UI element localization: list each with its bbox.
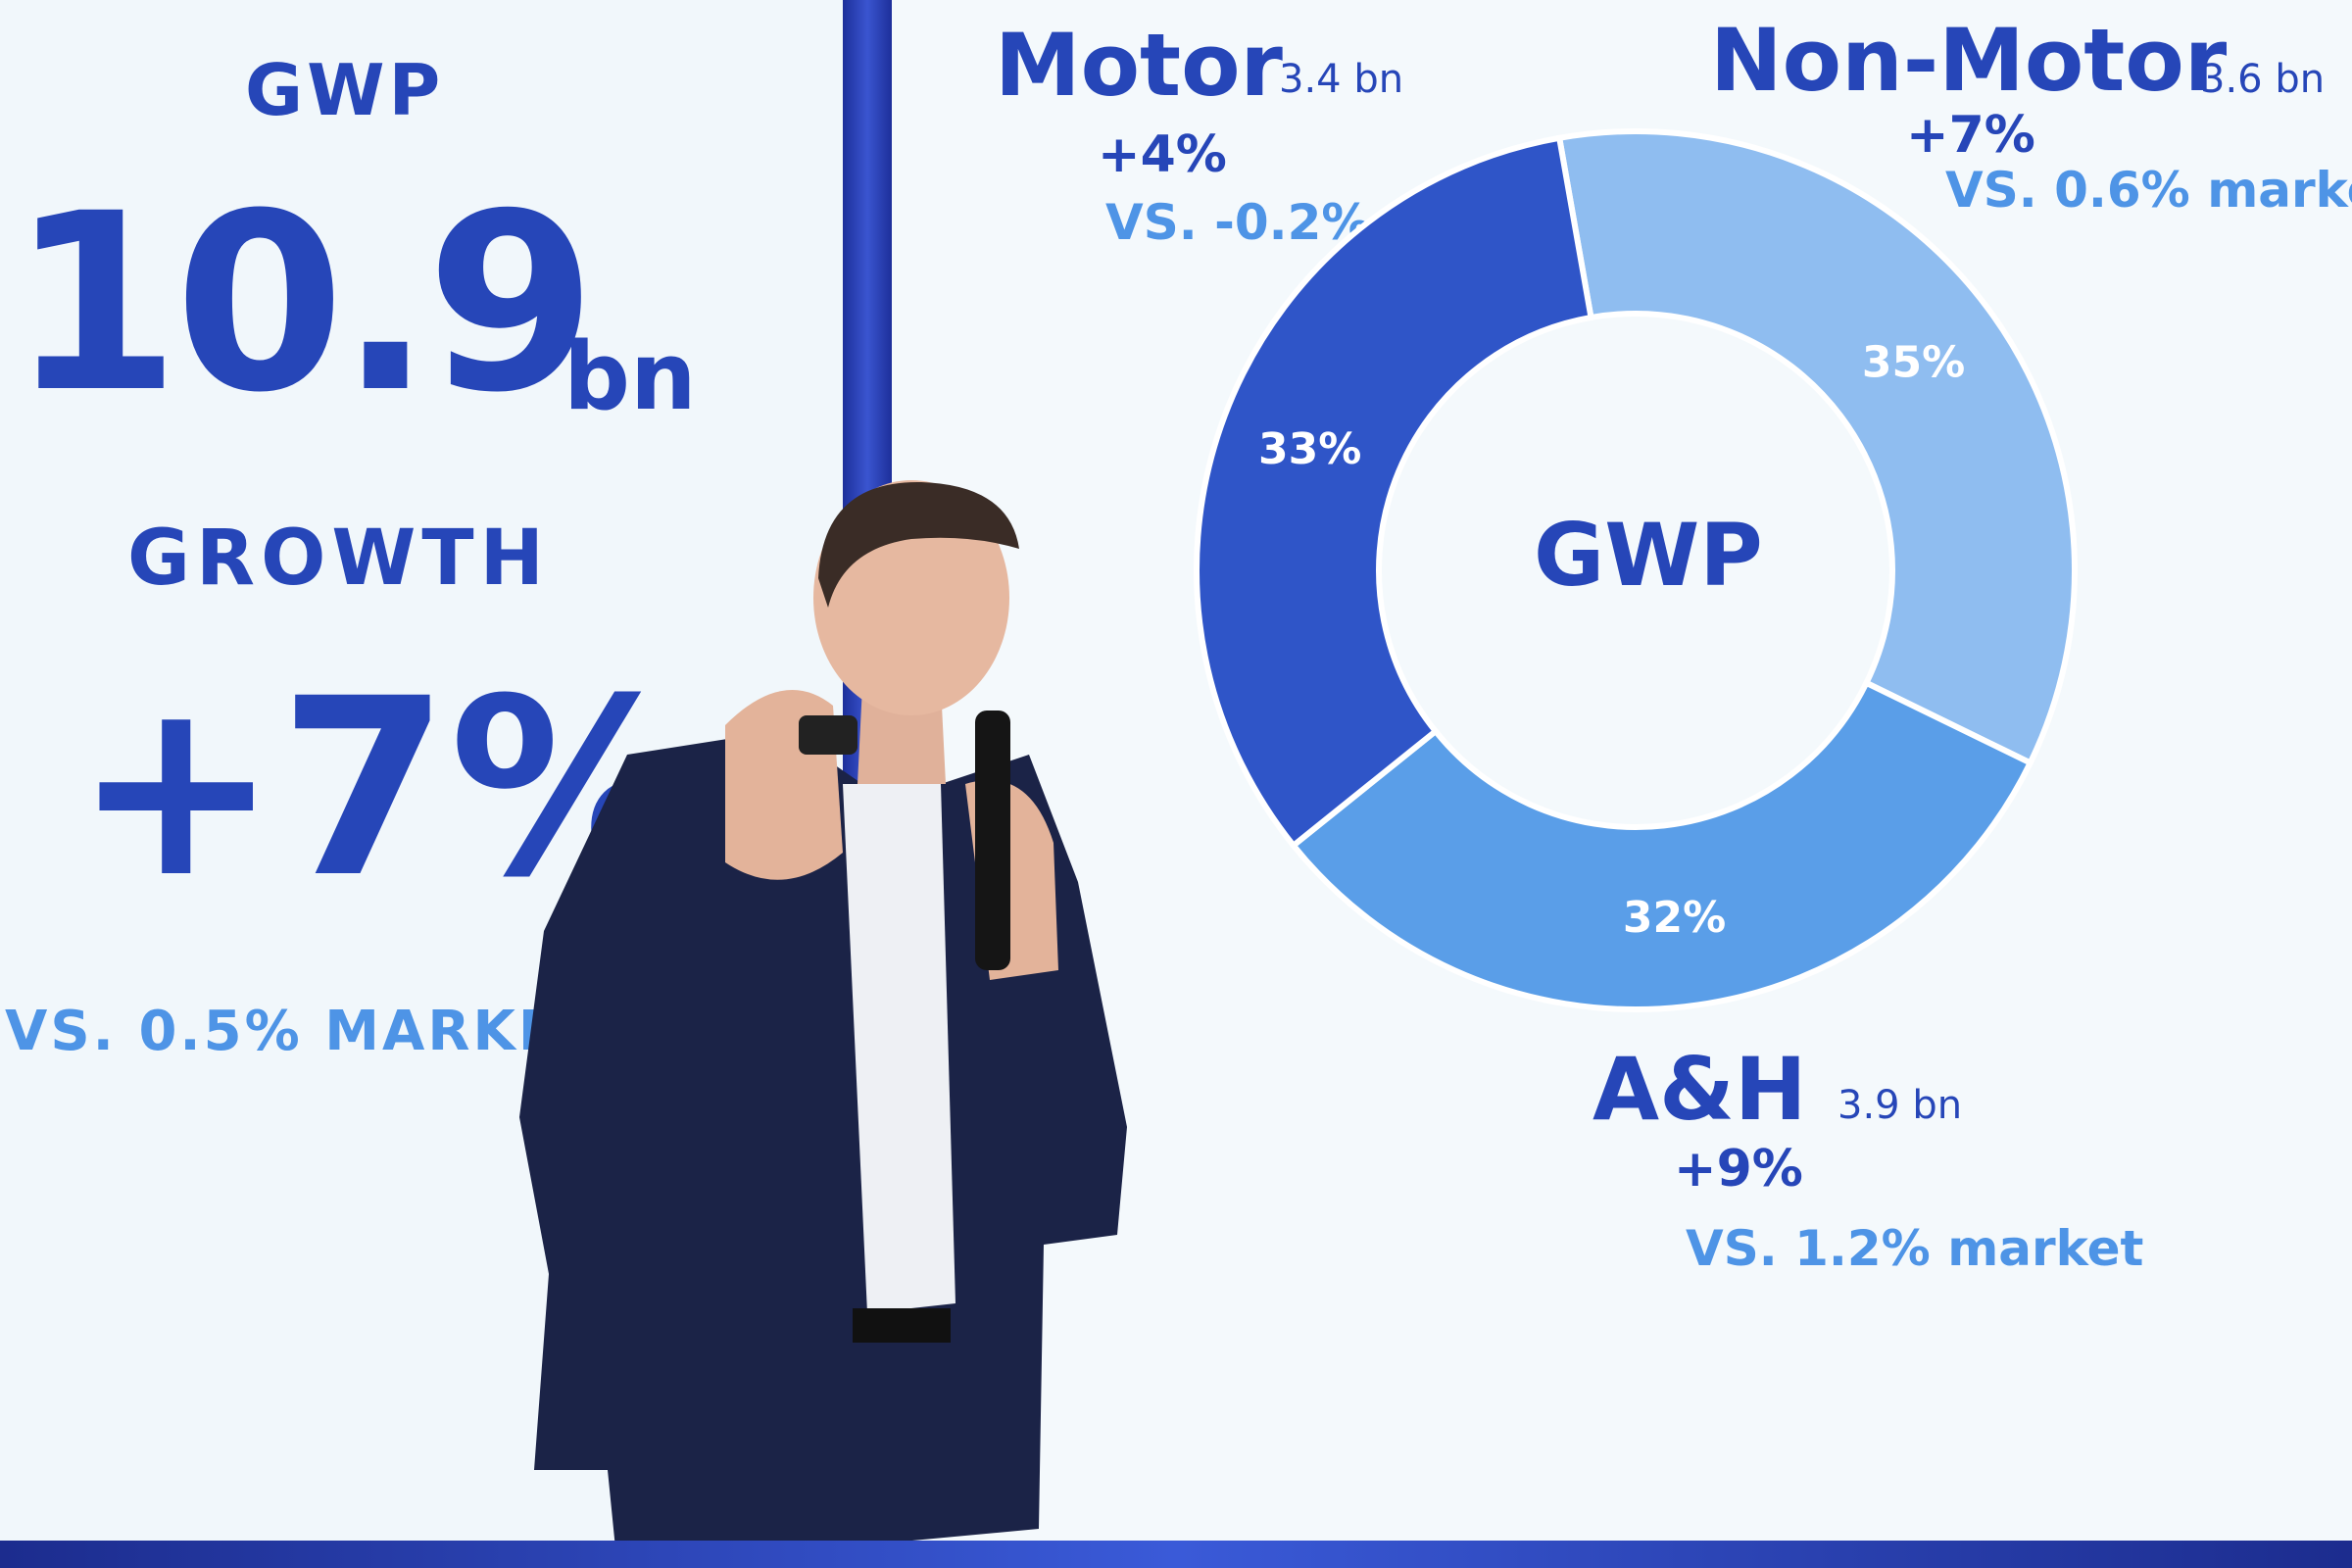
donut-slice-label: 35% xyxy=(1862,337,1965,387)
ah-amount: 3.9 bn xyxy=(1838,1083,1963,1128)
donut-slice-label: 32% xyxy=(1623,893,1726,943)
microphone xyxy=(975,710,1010,970)
motor-amount: 3.4 bn xyxy=(1279,57,1404,102)
ah-comparison: VS. 1.2% market xyxy=(1686,1220,2144,1277)
presentation-clicker xyxy=(799,715,858,755)
ah-label: A&H xyxy=(1592,1039,1807,1140)
donut-slice-label: 33% xyxy=(1258,424,1361,474)
donut-center-label: GWP xyxy=(1534,505,1763,606)
gwp-value: 10.9 xyxy=(10,161,597,446)
motor-label: Motor xyxy=(995,15,1283,116)
motor-growth: +4% xyxy=(1098,125,1227,184)
non-motor-comparison: VS. 0.6% market xyxy=(1945,162,2352,219)
donut-slice-motor xyxy=(1194,134,1594,850)
growth-label: GROWTH xyxy=(127,514,550,603)
stage-bottom-strip xyxy=(0,1541,2352,1568)
donut-slice-a-h xyxy=(1289,678,2034,1012)
speaker-shirt xyxy=(843,784,956,1313)
gwp-unit: bn xyxy=(564,323,697,431)
speaker-belt xyxy=(853,1308,951,1343)
growth-comparison: VS. 0.5% MARKET xyxy=(5,1000,600,1063)
non-motor-amount: 3.6 bn xyxy=(2200,57,2326,102)
non-motor-growth: +7% xyxy=(1906,106,2035,165)
ah-growth: +9% xyxy=(1674,1140,1803,1199)
donut-slice-non-motor xyxy=(1555,128,2078,767)
speaker-hair xyxy=(818,481,1019,608)
gwp-title: GWP xyxy=(245,49,445,131)
non-motor-label: Non-Motor xyxy=(1710,10,2228,111)
